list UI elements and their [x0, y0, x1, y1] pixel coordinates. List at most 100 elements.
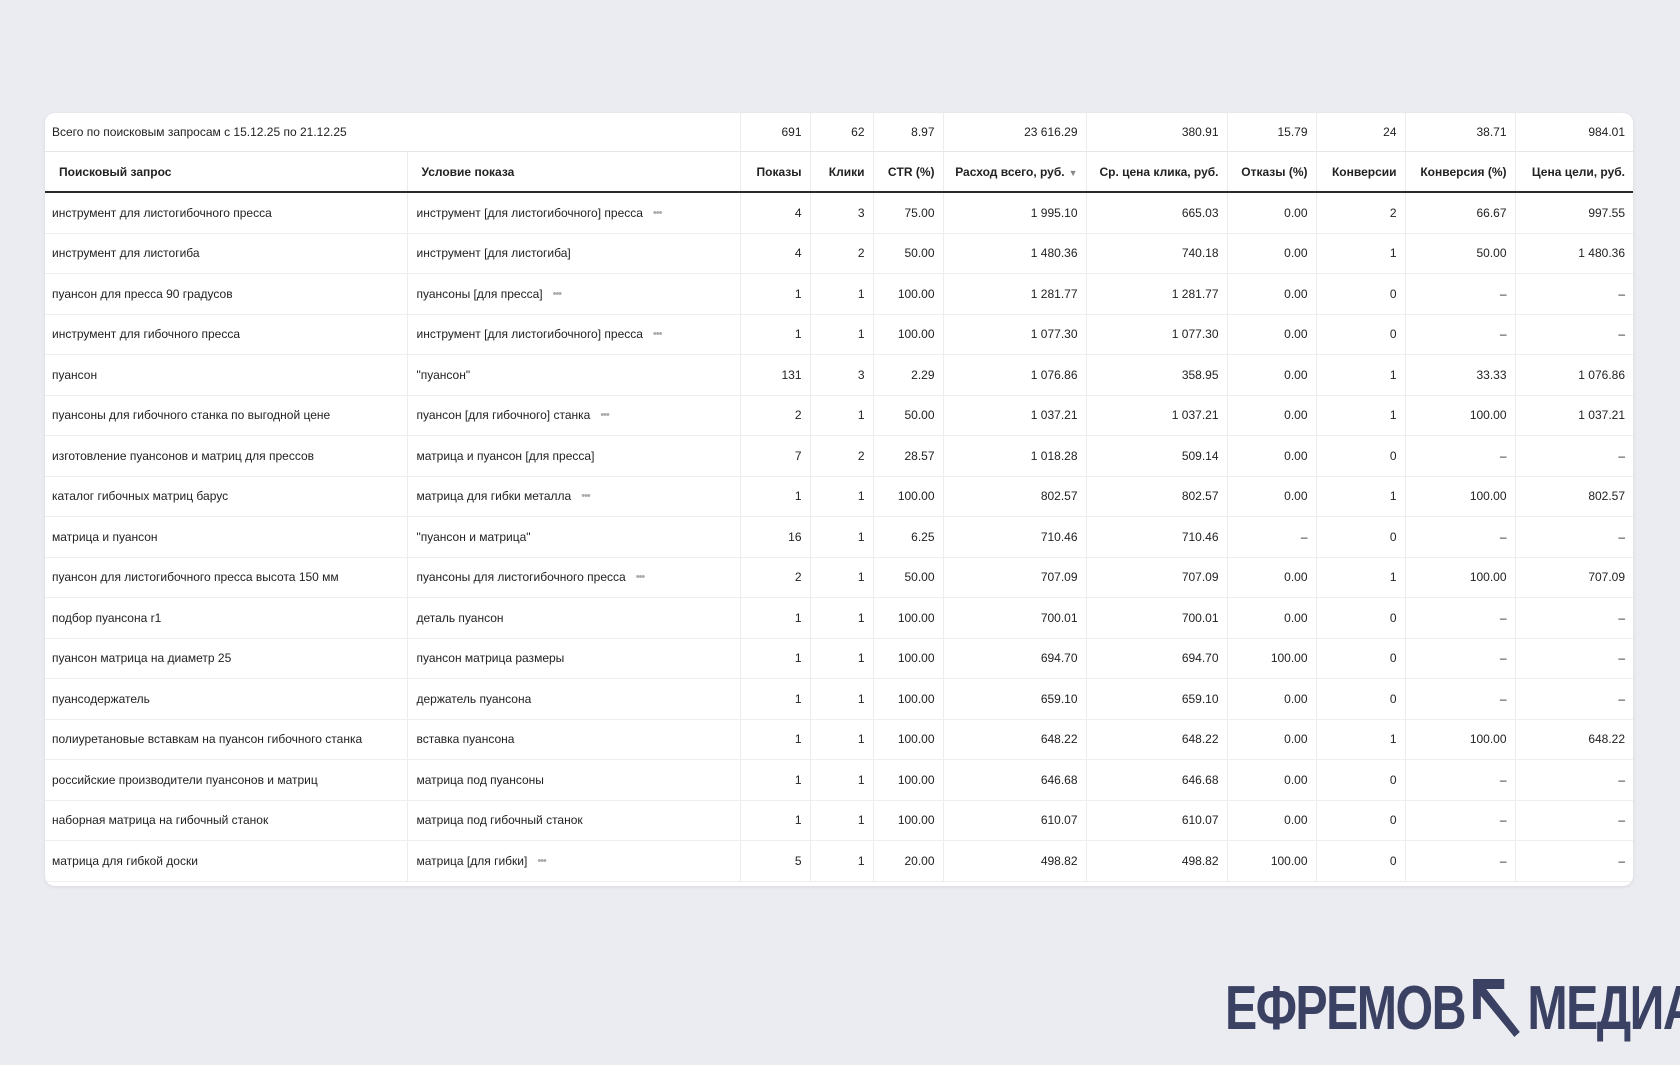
logo-arrow-icon: [1472, 979, 1520, 1037]
clicks-cell: 2: [810, 233, 874, 274]
conv-rate-cell: 100.00: [1405, 395, 1516, 436]
more-options-icon[interactable]: •••: [581, 490, 591, 503]
conversions-cell: 0: [1316, 314, 1406, 355]
shows-cell: 1: [740, 638, 811, 679]
ctr-cell: 100.00: [873, 678, 944, 720]
summary-ctr: 8.97: [873, 113, 944, 152]
shows-cell: 1: [740, 759, 811, 801]
bounce-cell: –: [1227, 516, 1317, 558]
conv-rate-cell: –: [1405, 597, 1516, 639]
more-options-icon[interactable]: •••: [537, 854, 547, 867]
query-cell: матрица для гибкой доски: [45, 840, 408, 882]
condition-cell: матрица под гибочный станок: [407, 800, 741, 841]
conversions-cell: 1: [1316, 476, 1406, 517]
summary-bounce: 15.79: [1227, 113, 1317, 152]
more-options-icon[interactable]: •••: [552, 287, 563, 300]
cpc-cell: 610.07: [1086, 800, 1228, 841]
conversions-cell: 1: [1316, 354, 1406, 396]
condition-text: инструмент [для листогиба]: [416, 246, 571, 261]
summary-cpc: 380.91: [1086, 113, 1228, 152]
conv-rate-cell: –: [1405, 273, 1516, 315]
more-options-icon[interactable]: •••: [635, 571, 646, 584]
ctr-cell: 100.00: [873, 800, 944, 841]
column-header-cost[interactable]: Расход всего, руб. ▼: [943, 151, 1087, 193]
conv-rate-cell: –: [1405, 638, 1516, 679]
more-options-icon[interactable]: •••: [652, 206, 663, 219]
cpc-cell: 665.03: [1086, 192, 1228, 234]
goal-price-cell: 1 037.21: [1515, 395, 1633, 436]
goal-price-cell: 997.55: [1515, 192, 1633, 234]
conversions-cell: 2: [1316, 192, 1406, 234]
column-header-cpc[interactable]: Ср. цена клика, руб.: [1086, 151, 1228, 193]
cpc-cell: 659.10: [1086, 678, 1228, 720]
cost-cell: 710.46: [943, 516, 1087, 558]
cost-cell: 707.09: [943, 557, 1087, 598]
conv-rate-cell: –: [1405, 800, 1516, 841]
table-row: матрица и пуансон "пуансон и матрица" 16 1 6…: [45, 516, 1633, 558]
sort-desc-icon[interactable]: ▼: [1068, 167, 1078, 178]
shows-cell: 1: [740, 800, 811, 841]
cost-cell: 1 037.21: [943, 395, 1087, 436]
cost-cell: 700.01: [943, 597, 1087, 639]
clicks-cell: 1: [810, 476, 874, 517]
condition-cell: держатель пуансона: [407, 678, 741, 720]
summary-goal-price: 984.01: [1515, 113, 1633, 152]
condition-cell: инструмент [для листогиба]: [407, 233, 741, 274]
clicks-cell: 1: [810, 314, 874, 355]
column-header-conv-rate[interactable]: Конверсия (%): [1405, 151, 1516, 193]
shows-cell: 1: [740, 314, 811, 355]
query-cell: пуансодержатель: [45, 678, 408, 720]
condition-text: матрица [для гибки]: [416, 853, 528, 868]
condition-text: инструмент [для листогибочного] пресса: [416, 205, 643, 220]
summary-conv-rate: 38.71: [1405, 113, 1516, 152]
column-header-bounce[interactable]: Отказы (%): [1227, 151, 1317, 193]
report-table-card: Всего по поисковым запросам с 15.12.25 п…: [45, 113, 1633, 886]
goal-price-cell: –: [1515, 597, 1633, 639]
clicks-cell: 1: [810, 597, 874, 639]
column-header-clicks[interactable]: Клики: [810, 151, 874, 193]
more-options-icon[interactable]: •••: [600, 409, 610, 422]
clicks-cell: 1: [810, 678, 874, 720]
condition-cell: инструмент [для листогибочного] пресса ••…: [407, 314, 741, 355]
summary-row: Всего по поисковым запросам с 15.12.25 п…: [45, 113, 1633, 152]
goal-price-cell: –: [1515, 638, 1633, 679]
cost-cell: 1 480.36: [943, 233, 1087, 274]
column-header-shows[interactable]: Показы: [740, 151, 811, 193]
conv-rate-cell: –: [1405, 678, 1516, 720]
conv-rate-cell: 33.33: [1405, 354, 1516, 396]
table-row: матрица для гибкой доски матрица [для гиб…: [45, 840, 1633, 882]
condition-text: пуансоны для листогибочного пресса: [416, 570, 626, 585]
goal-price-cell: –: [1515, 314, 1633, 355]
clicks-cell: 1: [810, 759, 874, 801]
condition-text: матрица под пуансоны: [416, 772, 544, 787]
shows-cell: 16: [740, 516, 811, 558]
table-row: пуансон для пресса 90 градусов пуансоны […: [45, 273, 1633, 315]
shows-cell: 4: [740, 192, 811, 234]
clicks-cell: 1: [810, 273, 874, 315]
more-options-icon[interactable]: •••: [652, 328, 663, 341]
clicks-cell: 1: [810, 840, 874, 882]
ctr-cell: 100.00: [873, 597, 944, 639]
goal-price-cell: –: [1515, 435, 1633, 477]
bounce-cell: 0.00: [1227, 314, 1317, 355]
cost-cell: 646.68: [943, 759, 1087, 801]
query-cell: матрица и пуансон: [45, 516, 408, 558]
condition-cell: инструмент [для листогибочного] пресса ••…: [407, 192, 741, 234]
column-header-ctr[interactable]: CTR (%): [873, 151, 944, 193]
goal-price-cell: 1 076.86: [1515, 354, 1633, 396]
column-header-conversions[interactable]: Конверсии: [1316, 151, 1406, 193]
goal-price-cell: –: [1515, 840, 1633, 882]
query-cell: инструмент для листогибочного пресса: [45, 192, 408, 234]
cost-cell: 498.82: [943, 840, 1087, 882]
query-cell: российские производители пуансонов и мат…: [45, 759, 408, 801]
bounce-cell: 0.00: [1227, 678, 1317, 720]
shows-cell: 7: [740, 435, 811, 477]
condition-cell: вставка пуансона: [407, 719, 741, 760]
cpc-cell: 802.57: [1086, 476, 1228, 517]
column-header-goal-price[interactable]: Цена цели, руб.: [1515, 151, 1633, 193]
column-header-condition[interactable]: Условие показа: [407, 151, 741, 193]
shows-cell: 1: [740, 597, 811, 639]
summary-shows: 691: [740, 113, 811, 152]
column-header-query[interactable]: Поисковый запрос: [45, 151, 408, 193]
table-row: российские производители пуансонов и мат…: [45, 759, 1633, 801]
